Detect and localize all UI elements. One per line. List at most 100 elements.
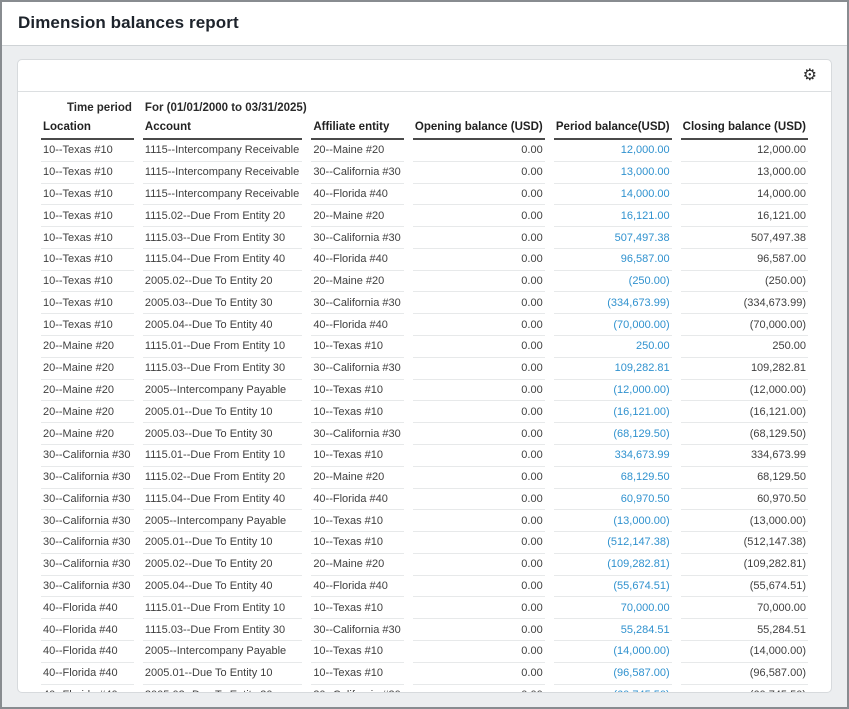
affiliate-entity-cell: 20--Maine #20 (311, 271, 404, 293)
opening-balance-cell: 0.00 (412, 314, 545, 337)
location-cell: 30--California #30 (41, 445, 134, 467)
table-row: 30--California #30 2005--Intercompany Pa… (41, 510, 808, 533)
col-header-location: Location (41, 119, 134, 140)
table-row: 20--Maine #20 1115.01--Due From Entity 1… (41, 336, 808, 358)
location-cell: 40--Florida #40 (41, 663, 134, 685)
location-cell: 10--Texas #10 (41, 184, 134, 206)
period-balance-link[interactable]: (16,121.00) (613, 405, 670, 418)
page-title: Dimension balances report (18, 13, 239, 32)
period-balance-link[interactable]: 16,121.00 (620, 209, 670, 222)
table-row: 10--Texas #10 1115.04--Due From Entity 4… (41, 249, 808, 271)
period-balance-link[interactable]: (109,282.81) (607, 558, 670, 571)
closing-balance-cell: 109,282.81 (680, 358, 808, 380)
period-balance-link[interactable]: (12,000.00) (613, 383, 670, 396)
period-balance-cell: 12,000.00 (553, 140, 672, 162)
opening-balance-cell: 0.00 (412, 162, 545, 184)
closing-balance-cell: (96,587.00) (680, 663, 808, 685)
account-cell: 2005.01--Due To Entity 10 (142, 401, 303, 424)
location-cell: 30--California #30 (41, 554, 134, 576)
period-balance-link[interactable]: 334,673.99 (614, 449, 670, 462)
period-balance-link[interactable]: 55,284.51 (620, 623, 670, 636)
period-balance-cell: 334,673.99 (553, 445, 672, 467)
table-body: 10--Texas #10 1115--Intercompany Receiva… (41, 140, 808, 692)
period-balance-link[interactable]: 13,000.00 (620, 166, 670, 179)
opening-balance-cell: 0.00 (413, 685, 545, 692)
closing-balance-cell: 14,000.00 (680, 184, 808, 206)
location-cell: 20--Maine #20 (41, 380, 134, 402)
closing-balance-cell: 60,970.50 (680, 489, 808, 511)
panel-toolbar: ⚙ (18, 60, 831, 92)
table-row: 40--Florida #40 2005.03--Due To Entity 3… (41, 685, 808, 692)
opening-balance-cell: 0.00 (412, 510, 545, 533)
location-cell: 10--Texas #10 (41, 292, 134, 315)
location-cell: 20--Maine #20 (41, 401, 134, 424)
period-balance-cell: 14,000.00 (553, 184, 672, 206)
period-balance-link[interactable]: (70,000.00) (613, 318, 670, 331)
period-balance-link[interactable]: (60,745.50) (613, 689, 669, 692)
period-balance-link[interactable]: (334,673.99) (607, 296, 670, 309)
period-balance-link[interactable]: 70,000.00 (620, 601, 670, 614)
period-balance-cell: 13,000.00 (553, 162, 672, 184)
table-row: 30--California #30 2005.04--Due To Entit… (41, 576, 808, 598)
affiliate-entity-cell: 20--Maine #20 (311, 554, 404, 576)
closing-balance-cell: (55,674.51) (680, 576, 808, 598)
location-cell: 10--Texas #10 (41, 140, 134, 162)
account-cell: 2005.01--Due To Entity 10 (142, 663, 303, 685)
affiliate-entity-cell: 30--California #30 (311, 162, 404, 184)
period-balance-cell: (13,000.00) (553, 510, 672, 533)
account-cell: 2005.04--Due To Entity 40 (142, 314, 303, 337)
affiliate-entity-cell: 10--Texas #10 (311, 401, 404, 424)
location-cell: 10--Texas #10 (41, 205, 134, 228)
closing-balance-cell: (13,000.00) (680, 510, 808, 533)
period-balance-link[interactable]: (55,674.51) (613, 580, 670, 593)
period-balance-link[interactable]: (68,129.50) (613, 427, 670, 440)
period-balance-link[interactable]: 12,000.00 (620, 144, 670, 157)
opening-balance-cell: 0.00 (412, 532, 545, 554)
col-header-opening-balance: Opening balance (USD) (412, 119, 545, 140)
table-row: 40--Florida #40 2005--Intercompany Payab… (41, 641, 808, 663)
period-balance-cell: 250.00 (553, 336, 672, 358)
period-balance-link[interactable]: (13,000.00) (613, 514, 670, 527)
period-balance-link[interactable]: 109,282.81 (614, 362, 670, 375)
period-balance-cell: (96,587.00) (553, 663, 672, 685)
table-row: 20--Maine #20 2005--Intercompany Payable… (41, 380, 808, 402)
period-balance-link[interactable]: 250.00 (635, 340, 670, 353)
time-period-label: Time period (66, 102, 132, 114)
period-balance-link[interactable]: 60,970.50 (620, 492, 670, 505)
account-cell: 1115.04--Due From Entity 40 (142, 489, 303, 511)
period-balance-link[interactable]: 68,129.50 (620, 471, 670, 484)
closing-balance-cell: (68,129.50) (680, 423, 808, 445)
period-balance-link[interactable]: (250.00) (628, 275, 670, 288)
period-balance-link[interactable]: (14,000.00) (613, 645, 670, 658)
opening-balance-cell: 0.00 (412, 271, 545, 293)
affiliate-entity-cell: 10--Texas #10 (311, 336, 404, 358)
period-balance-link[interactable]: 96,587.00 (620, 253, 670, 266)
opening-balance-cell: 0.00 (412, 423, 545, 445)
period-balance-link[interactable]: (96,587.00) (613, 667, 670, 680)
closing-balance-cell: 68,129.50 (680, 467, 808, 489)
location-cell: 40--Florida #40 (41, 619, 134, 641)
period-balance-cell: (14,000.00) (553, 641, 672, 663)
closing-balance-cell: 507,497.38 (680, 227, 808, 249)
table-row: 30--California #30 1115.04--Due From Ent… (41, 489, 808, 511)
account-cell: 1115.01--Due From Entity 10 (142, 336, 303, 358)
period-balance-link[interactable]: 14,000.00 (620, 187, 670, 200)
period-balance-link[interactable]: 507,497.38 (614, 231, 670, 244)
affiliate-entity-cell: 30--California #30 (311, 685, 404, 692)
settings-gear-icon[interactable]: ⚙ (802, 67, 817, 84)
location-cell: 10--Texas #10 (41, 227, 134, 249)
location-cell: 30--California #30 (41, 510, 134, 533)
closing-balance-cell: 16,121.00 (680, 205, 808, 228)
affiliate-entity-cell: 30--California #30 (311, 292, 404, 315)
period-balance-link[interactable]: (512,147.38) (607, 536, 670, 549)
period-balance-cell: (60,745.50) (554, 685, 672, 692)
table-row: 10--Texas #10 1115--Intercompany Receiva… (41, 140, 808, 162)
period-balance-cell: (12,000.00) (553, 380, 672, 402)
location-cell: 30--California #30 (41, 532, 134, 554)
affiliate-entity-cell: 10--Texas #10 (311, 380, 404, 402)
content-area: ⚙ Time period For (01/01 (2, 46, 847, 707)
affiliate-entity-cell: 40--Florida #40 (311, 576, 404, 598)
table-row: 20--Maine #20 2005.03--Due To Entity 30 … (41, 423, 808, 445)
opening-balance-cell: 0.00 (412, 445, 545, 467)
account-cell: 1115.01--Due From Entity 10 (142, 597, 303, 620)
